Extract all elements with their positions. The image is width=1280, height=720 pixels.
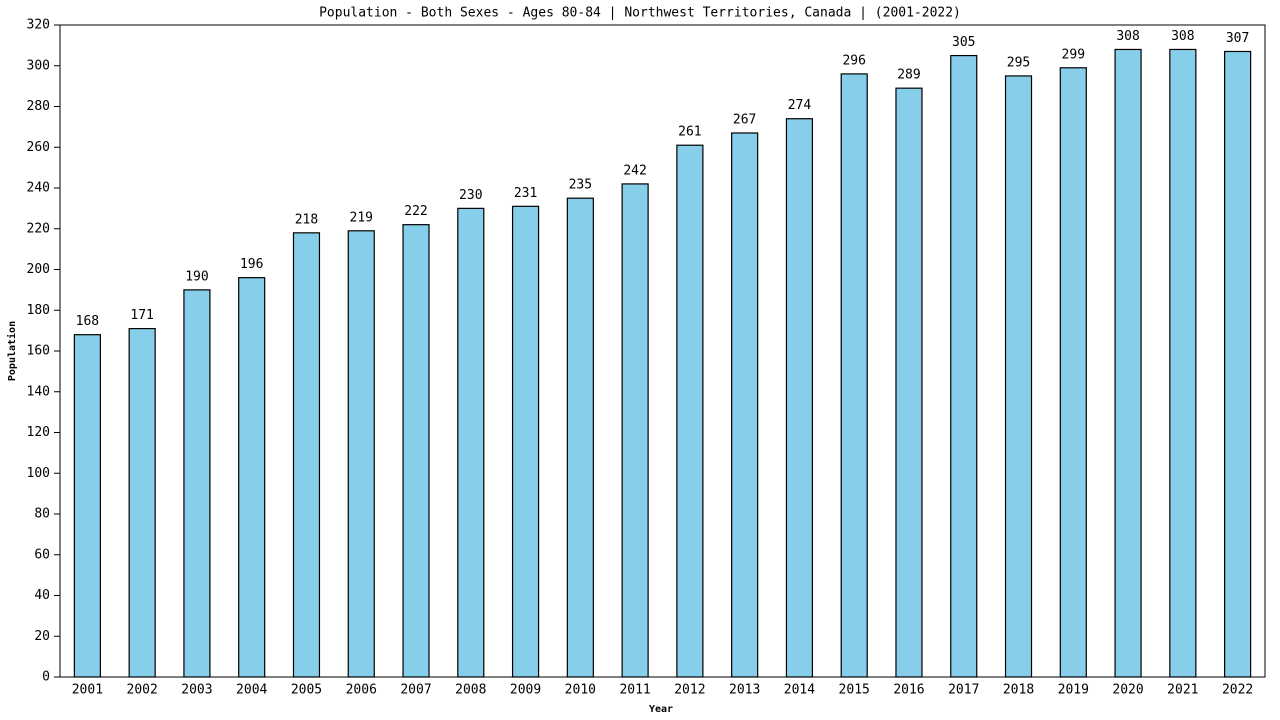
data-label: 235 <box>569 178 592 193</box>
bar <box>402 224 430 678</box>
bar <box>731 132 759 678</box>
x-tick-label: 2005 <box>291 683 322 698</box>
x-tick-label: 2021 <box>1167 683 1198 698</box>
x-tick-label: 2002 <box>127 683 158 698</box>
x-tick-label: 2006 <box>346 683 377 698</box>
data-label: 296 <box>842 53 865 68</box>
bar <box>457 207 485 678</box>
data-label: 168 <box>76 314 99 329</box>
x-tick-label: 2003 <box>181 683 212 698</box>
y-tick-label: 300 <box>27 58 50 73</box>
bar <box>128 327 156 678</box>
data-label: 218 <box>295 212 318 227</box>
x-tick-label: 2018 <box>1003 683 1034 698</box>
y-tick-label: 20 <box>34 629 50 644</box>
bar <box>676 144 704 678</box>
data-label: 190 <box>185 269 208 284</box>
bar <box>238 277 266 678</box>
y-tick-label: 0 <box>42 670 50 685</box>
bar <box>566 197 594 678</box>
y-tick-label: 120 <box>27 425 50 440</box>
x-tick-label: 2019 <box>1058 683 1089 698</box>
data-label: 295 <box>1007 55 1030 70</box>
y-tick-label: 220 <box>27 221 50 236</box>
x-tick-label: 2012 <box>674 683 705 698</box>
bar <box>511 205 540 678</box>
data-label: 231 <box>514 186 537 201</box>
bar <box>1224 50 1252 678</box>
bar <box>840 73 868 678</box>
data-label: 242 <box>623 163 646 178</box>
y-tick-label: 60 <box>34 547 50 562</box>
data-label: 267 <box>733 112 756 127</box>
bar <box>1114 48 1142 678</box>
y-tick-label: 180 <box>27 303 50 318</box>
data-label: 307 <box>1226 31 1249 46</box>
y-tick-label: 80 <box>34 507 50 522</box>
data-label: 274 <box>788 98 812 113</box>
x-tick-label: 2004 <box>236 683 267 698</box>
y-tick-label: 280 <box>27 99 50 114</box>
chart-title: Population - Both Sexes - Ages 80-84 | N… <box>319 6 961 21</box>
bar <box>73 334 101 678</box>
y-tick-label: 100 <box>27 466 50 481</box>
y-tick-label: 200 <box>27 262 50 277</box>
bar <box>183 289 211 678</box>
y-tick-label: 260 <box>27 140 50 155</box>
x-tick-label: 2009 <box>510 683 541 698</box>
x-tick-label: 2016 <box>893 683 924 698</box>
bar <box>785 118 814 678</box>
bar <box>621 183 649 678</box>
x-tick-label: 2011 <box>619 683 650 698</box>
data-label: 196 <box>240 257 263 272</box>
y-tick-label: 240 <box>27 181 50 196</box>
data-label: 222 <box>404 204 427 219</box>
y-axis-label: Population <box>6 321 18 381</box>
y-tick-label: 40 <box>34 588 50 603</box>
data-label: 219 <box>350 210 373 225</box>
bar <box>1169 48 1197 678</box>
data-label: 305 <box>952 35 975 50</box>
x-tick-label: 2020 <box>1112 683 1143 698</box>
bar <box>1004 75 1033 678</box>
data-label: 261 <box>678 125 701 140</box>
y-tick-label: 160 <box>27 344 50 359</box>
y-tick-label: 320 <box>27 18 50 33</box>
bar <box>1059 67 1087 678</box>
bar <box>347 230 375 678</box>
data-label: 299 <box>1062 47 1085 62</box>
data-label: 308 <box>1171 29 1194 44</box>
x-tick-label: 2013 <box>729 683 760 698</box>
x-tick-label: 2022 <box>1222 683 1253 698</box>
x-tick-label: 2017 <box>948 683 979 698</box>
bar <box>292 232 321 678</box>
bar <box>895 87 923 678</box>
y-tick-label: 140 <box>27 384 50 399</box>
x-tick-label: 2001 <box>72 683 103 698</box>
x-tick-label: 2010 <box>565 683 596 698</box>
data-label: 308 <box>1116 29 1139 44</box>
data-label: 230 <box>459 188 482 203</box>
x-tick-label: 2015 <box>839 683 870 698</box>
x-tick-label: 2014 <box>784 683 815 698</box>
data-label: 171 <box>130 308 153 323</box>
bar <box>950 54 978 678</box>
data-label: 289 <box>897 68 920 83</box>
x-tick-label: 2008 <box>455 683 486 698</box>
x-axis-label: Year <box>649 704 673 715</box>
x-tick-label: 2007 <box>400 683 431 698</box>
